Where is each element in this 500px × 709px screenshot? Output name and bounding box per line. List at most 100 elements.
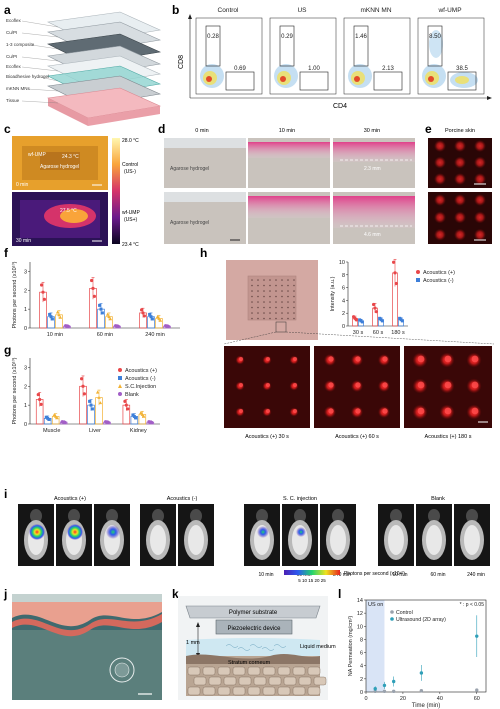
data-point xyxy=(380,319,384,323)
skin-cell xyxy=(187,666,201,676)
cd8-gate xyxy=(427,25,443,67)
y-tick-label: 2 xyxy=(24,384,27,390)
fluorescent-core xyxy=(417,407,425,415)
biolum-signal xyxy=(106,525,120,539)
mouse-belly xyxy=(388,525,404,555)
needle-dot xyxy=(269,279,271,281)
condition-label: wf-UMP xyxy=(122,210,140,216)
fluorescent-core xyxy=(382,356,388,362)
spot-caption: Acoustics (+) 30 s xyxy=(245,434,289,440)
layer-tissue-side-right xyxy=(88,106,160,126)
cd4-gate xyxy=(225,71,255,91)
mouse-head xyxy=(332,509,344,523)
flow-plots: Control 0.28 0.69 US 0.29 1.00 mKNN MN 1.46 2.13… xyxy=(195,7,485,95)
fluorescent-core xyxy=(328,356,334,362)
data-point xyxy=(392,260,396,264)
mouse-head xyxy=(428,509,440,523)
panel-letter-l: l xyxy=(338,587,341,601)
needle-dot xyxy=(269,306,271,309)
legend-label: S.C.Injection xyxy=(125,384,156,390)
colorbar-ticks: 5 10 15 20 25 xyxy=(298,578,326,583)
porcine-spot xyxy=(474,228,486,241)
panel-letter-j: j xyxy=(3,587,7,601)
data-point xyxy=(372,302,376,307)
porcine-spot xyxy=(454,173,466,186)
porcine-spot xyxy=(474,194,486,206)
panel-letter-d: d xyxy=(158,122,165,136)
y-axis-label: NA Permeation (mg/cm²) xyxy=(348,616,354,677)
cd4-gate xyxy=(373,71,403,91)
fluorescent-core xyxy=(444,355,452,363)
data-point xyxy=(98,303,102,307)
porcine-spot xyxy=(474,156,486,169)
x-tick-label: 60 xyxy=(474,696,480,702)
y-tick-label: 4 xyxy=(360,664,363,670)
porcine-spot xyxy=(474,140,486,152)
flow-title: US xyxy=(297,7,307,14)
spot-caption: Acoustics (+) 60 s xyxy=(335,434,379,440)
panel-letter-h: h xyxy=(200,246,207,260)
legend-label: Blank xyxy=(125,392,139,398)
i-time: 10 min xyxy=(258,572,273,578)
fluorescent-core xyxy=(355,356,361,362)
data-point xyxy=(105,312,110,316)
needle-dot xyxy=(263,284,265,287)
skin-cell xyxy=(298,676,312,686)
y-tick-label: 3 xyxy=(24,269,27,275)
needle-dot xyxy=(257,284,259,287)
porcine-spot xyxy=(434,156,446,169)
needle-dot xyxy=(281,279,283,281)
needle-dot xyxy=(275,301,277,303)
x-tick-label: 40 xyxy=(437,696,443,702)
cd8-gate xyxy=(279,25,295,67)
needle-dot xyxy=(281,306,283,309)
porcine-spot xyxy=(474,211,486,224)
layer-label: Tissue xyxy=(6,98,20,103)
data-point xyxy=(82,392,86,396)
porcine-spot xyxy=(454,156,466,169)
flow-cluster xyxy=(200,64,224,88)
skin-cell xyxy=(262,666,276,676)
needle-dot xyxy=(251,306,253,309)
skin-cell xyxy=(268,676,282,686)
significance-note: * : p < 0.05 xyxy=(460,602,485,608)
legend-marker xyxy=(118,384,122,388)
legend-label: Acoustics (-) xyxy=(423,278,454,284)
layer-label: Ecoflex xyxy=(6,18,22,23)
data-point xyxy=(106,420,110,425)
cd8-gate-value: 0.29 xyxy=(281,34,293,40)
data-point xyxy=(52,413,56,417)
data-point xyxy=(42,297,47,301)
needle-dot xyxy=(263,290,265,292)
photon-colorbar xyxy=(284,570,340,575)
needle-dot xyxy=(281,295,283,298)
data-point xyxy=(360,320,364,324)
fluorescent-core xyxy=(265,382,271,388)
i-header: S. C. injection xyxy=(283,496,317,502)
x-tick-label: Liver xyxy=(89,428,101,434)
legend-label: Acoustics (+) xyxy=(423,270,455,276)
flow-density xyxy=(354,76,360,82)
needle-dot xyxy=(263,301,265,303)
needle-dot xyxy=(257,279,259,281)
needle-dot xyxy=(251,317,253,320)
flow-density xyxy=(206,76,212,82)
y-tick-label: 0 xyxy=(24,326,27,332)
porcine-spot xyxy=(434,228,446,241)
x-tick-label: Kidney xyxy=(130,428,147,434)
data-point xyxy=(49,315,53,319)
thermal-temp-top: 24.3 °C xyxy=(62,154,79,160)
needle-dot xyxy=(269,295,271,298)
data-point xyxy=(47,417,51,421)
skin-cell xyxy=(208,676,222,686)
depth-label: 4.6 mm xyxy=(364,232,381,238)
spot-caption: Acoustics (+) 180 s xyxy=(425,434,472,440)
skin-cell xyxy=(292,666,306,676)
legend-marker xyxy=(416,278,420,282)
legend-marker xyxy=(416,270,420,274)
data-point xyxy=(97,395,101,399)
i-header: Acoustics (+) xyxy=(54,496,86,502)
data-point xyxy=(158,318,163,322)
needle-dot xyxy=(251,290,253,292)
needle-dot xyxy=(275,279,277,281)
